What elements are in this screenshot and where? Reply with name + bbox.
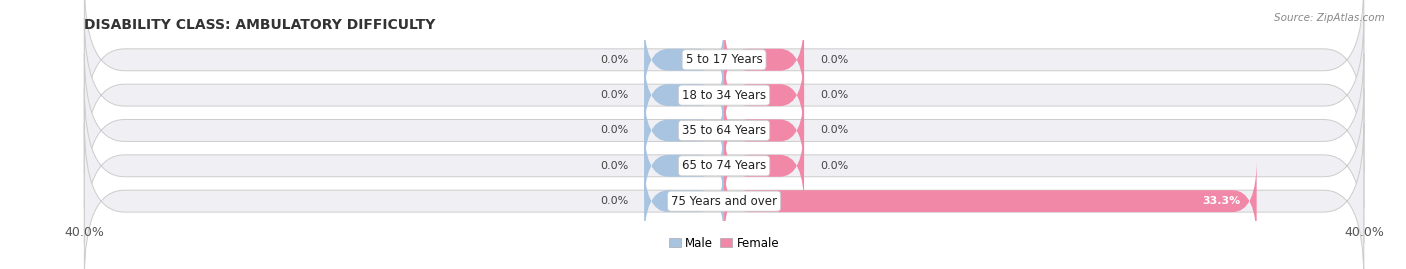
Text: 0.0%: 0.0% [820, 90, 848, 100]
Text: 0.0%: 0.0% [600, 161, 628, 171]
Text: 0.0%: 0.0% [600, 125, 628, 136]
FancyBboxPatch shape [644, 124, 724, 208]
FancyBboxPatch shape [84, 89, 1364, 243]
FancyBboxPatch shape [644, 53, 724, 137]
Text: 0.0%: 0.0% [600, 196, 628, 206]
FancyBboxPatch shape [84, 0, 1364, 137]
FancyBboxPatch shape [644, 89, 724, 172]
FancyBboxPatch shape [644, 18, 724, 102]
Text: 35 to 64 Years: 35 to 64 Years [682, 124, 766, 137]
Text: 75 Years and over: 75 Years and over [671, 195, 778, 208]
FancyBboxPatch shape [724, 124, 804, 208]
Text: 33.3%: 33.3% [1202, 196, 1240, 206]
Text: 5 to 17 Years: 5 to 17 Years [686, 53, 762, 66]
FancyBboxPatch shape [724, 18, 804, 102]
Text: 0.0%: 0.0% [820, 125, 848, 136]
FancyBboxPatch shape [84, 124, 1364, 269]
FancyBboxPatch shape [644, 159, 724, 243]
Text: Source: ZipAtlas.com: Source: ZipAtlas.com [1274, 13, 1385, 23]
FancyBboxPatch shape [84, 53, 1364, 208]
Text: 0.0%: 0.0% [820, 161, 848, 171]
Text: 0.0%: 0.0% [600, 55, 628, 65]
Text: 18 to 34 Years: 18 to 34 Years [682, 89, 766, 102]
Legend: Male, Female: Male, Female [664, 232, 785, 254]
Text: DISABILITY CLASS: AMBULATORY DIFFICULTY: DISABILITY CLASS: AMBULATORY DIFFICULTY [84, 18, 436, 32]
Text: 0.0%: 0.0% [820, 55, 848, 65]
Text: 65 to 74 Years: 65 to 74 Years [682, 159, 766, 172]
Text: 0.0%: 0.0% [600, 90, 628, 100]
FancyBboxPatch shape [724, 53, 804, 137]
FancyBboxPatch shape [724, 159, 1257, 243]
FancyBboxPatch shape [84, 18, 1364, 172]
FancyBboxPatch shape [724, 89, 804, 172]
